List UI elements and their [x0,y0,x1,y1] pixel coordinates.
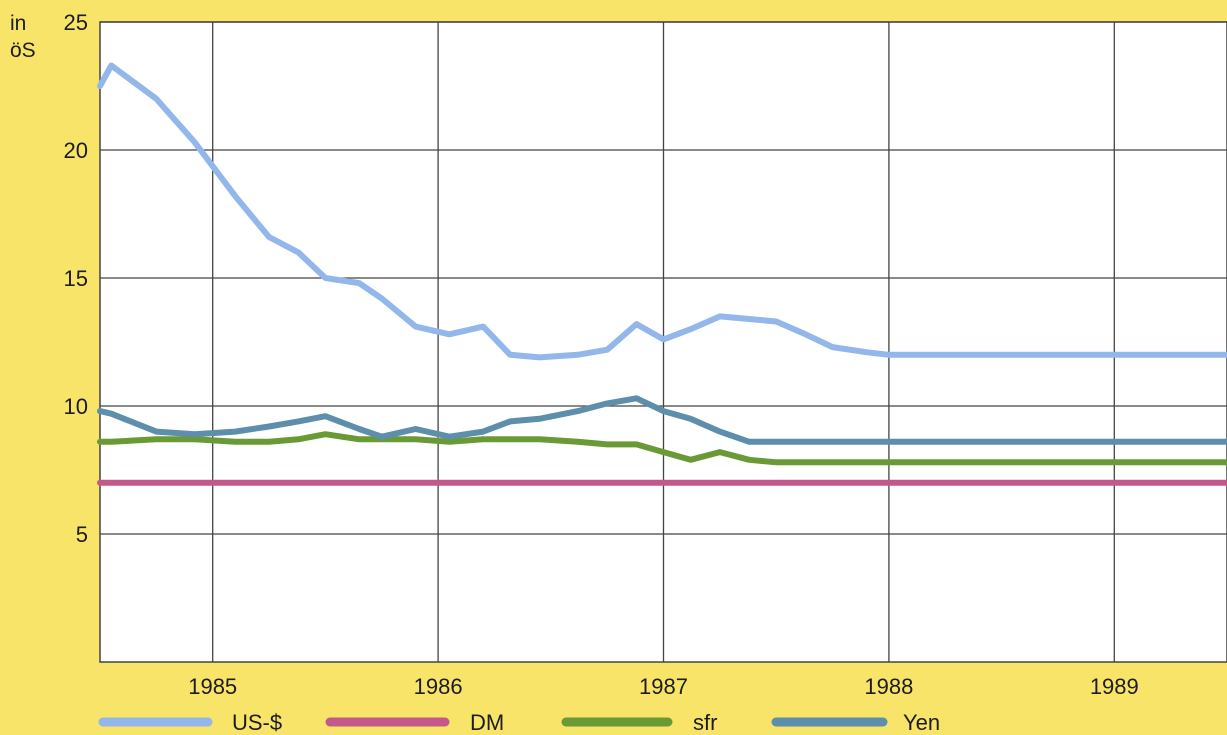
series-line-yen [97,395,1227,445]
y-axis-unit: in öS [10,12,36,62]
x-axis-ticks: 1985 1986 1987 1988 1989 [188,674,1139,699]
legend-item-yen: Yen [771,710,940,735]
series-line-us [97,62,1227,361]
y-tick-label: 25 [64,10,88,35]
x-tick-label: 1985 [188,674,237,699]
x-tick-label: 1987 [639,674,688,699]
y-axis-ticks: 5 10 15 20 25 [64,10,88,547]
legend-item-dm: DM [325,710,504,735]
legend-item-us: US-$ [98,710,282,735]
legend-label: US-$ [232,710,282,735]
legend-label: Yen [903,710,940,735]
plot-border [99,21,1227,663]
y-unit-line-1: in [10,12,26,35]
x-tick-label: 1986 [414,674,463,699]
y-tick-label: 5 [76,522,88,547]
y-tick-label: 15 [64,266,88,291]
series-line-sfr [97,431,1227,466]
x-tick-label: 1989 [1090,674,1139,699]
legend: US-$ DM sfr Yen [98,710,940,735]
legend-label: sfr [693,710,717,735]
y-tick-label: 10 [64,394,88,419]
x-tick-label: 1988 [864,674,913,699]
legend-label: DM [470,710,504,735]
series-lines [97,62,1227,486]
y-unit-line-2: öS [10,39,36,62]
legend-item-sfr: sfr [561,710,717,735]
y-tick-label: 20 [64,138,88,163]
grid [99,21,1227,663]
